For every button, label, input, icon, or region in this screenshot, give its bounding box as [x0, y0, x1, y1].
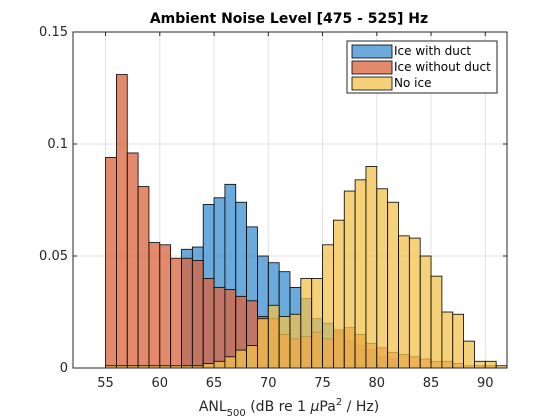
y-tick-label: 0 — [60, 361, 68, 376]
x-label-units-end: / Hz) — [342, 399, 379, 415]
x-tick-label: 85 — [423, 376, 440, 391]
histogram-bar — [484, 360, 497, 369]
legend-swatch — [351, 60, 393, 75]
histogram-bar — [181, 257, 193, 369]
histogram-bar — [474, 360, 486, 369]
histogram-bar — [267, 304, 280, 369]
histogram-bar — [126, 152, 139, 369]
histogram-bar — [213, 360, 226, 369]
histogram-bar — [343, 190, 356, 369]
x-tick-label: 80 — [369, 376, 386, 391]
histogram-bar — [116, 74, 128, 369]
x-axis-label: ANL500 (dB re 1 μPa2 / Hz) — [199, 397, 379, 419]
histogram-bar — [213, 286, 226, 369]
histogram-bar — [202, 363, 215, 369]
legend-swatch — [351, 44, 393, 59]
x-tick-label: 70 — [260, 376, 277, 391]
axis-ticks: 55 60 65 70 75 80 85 90 0 0.05 0.1 0.15 — [39, 25, 507, 391]
x-tick-label: 55 — [97, 376, 114, 391]
histogram-bar — [289, 313, 302, 369]
histogram-bar — [224, 289, 237, 369]
histogram-bar — [441, 311, 454, 369]
histogram-bar — [148, 242, 161, 369]
histogram-bar — [322, 244, 334, 369]
histogram-bar — [452, 313, 465, 369]
histogram-bar — [430, 275, 443, 369]
x-label-base: ANL — [199, 399, 227, 415]
y-tick-label: 0.15 — [39, 25, 68, 40]
histogram-bar — [419, 255, 432, 369]
histogram-bar — [354, 179, 367, 369]
chart-title: Ambient Noise Level [475 - 525] Hz — [150, 11, 428, 27]
histogram-bar — [257, 318, 269, 369]
histogram-bar — [463, 340, 475, 369]
histogram-bar — [235, 349, 248, 369]
x-label-pa: Pa — [319, 399, 335, 415]
x-tick-label: 65 — [206, 376, 223, 391]
histogram-bar — [202, 277, 215, 369]
histogram-bar — [246, 345, 258, 369]
histogram-bar — [278, 316, 291, 369]
x-tick-label: 60 — [152, 376, 169, 391]
x-label-mu: μ — [310, 399, 320, 415]
histogram-bar — [224, 356, 237, 369]
legend-label: Ice with duct — [394, 44, 471, 58]
histogram-bar — [137, 186, 150, 369]
legend-label: No ice — [394, 76, 431, 90]
x-tick-label: 90 — [477, 376, 494, 391]
histogram-bar — [191, 260, 204, 369]
x-label-subscript: 500 — [227, 408, 246, 419]
legend: Ice with duct Ice without duct No ice — [346, 40, 498, 94]
histogram-bar — [170, 257, 182, 369]
histogram-bar — [332, 219, 345, 369]
histogram-bar — [387, 201, 399, 369]
y-tick-label: 0.05 — [39, 249, 68, 264]
histogram-bar — [159, 244, 172, 369]
x-label-units-start: (dB re 1 — [246, 399, 311, 415]
histogram-bar — [365, 165, 378, 369]
legend-swatch — [351, 76, 393, 91]
histogram-bar — [398, 235, 410, 369]
axes-box — [72, 31, 508, 369]
histogram-bar — [311, 277, 323, 369]
x-tick-label: 75 — [314, 376, 331, 391]
histogram-bar — [408, 237, 421, 369]
x-label-superscript: 2 — [336, 397, 342, 408]
histogram-bar — [300, 277, 313, 369]
legend-label: Ice without duct — [394, 60, 491, 74]
y-tick-label: 0.1 — [47, 137, 68, 152]
histogram-bar — [376, 188, 389, 369]
histogram-bar — [105, 157, 117, 369]
